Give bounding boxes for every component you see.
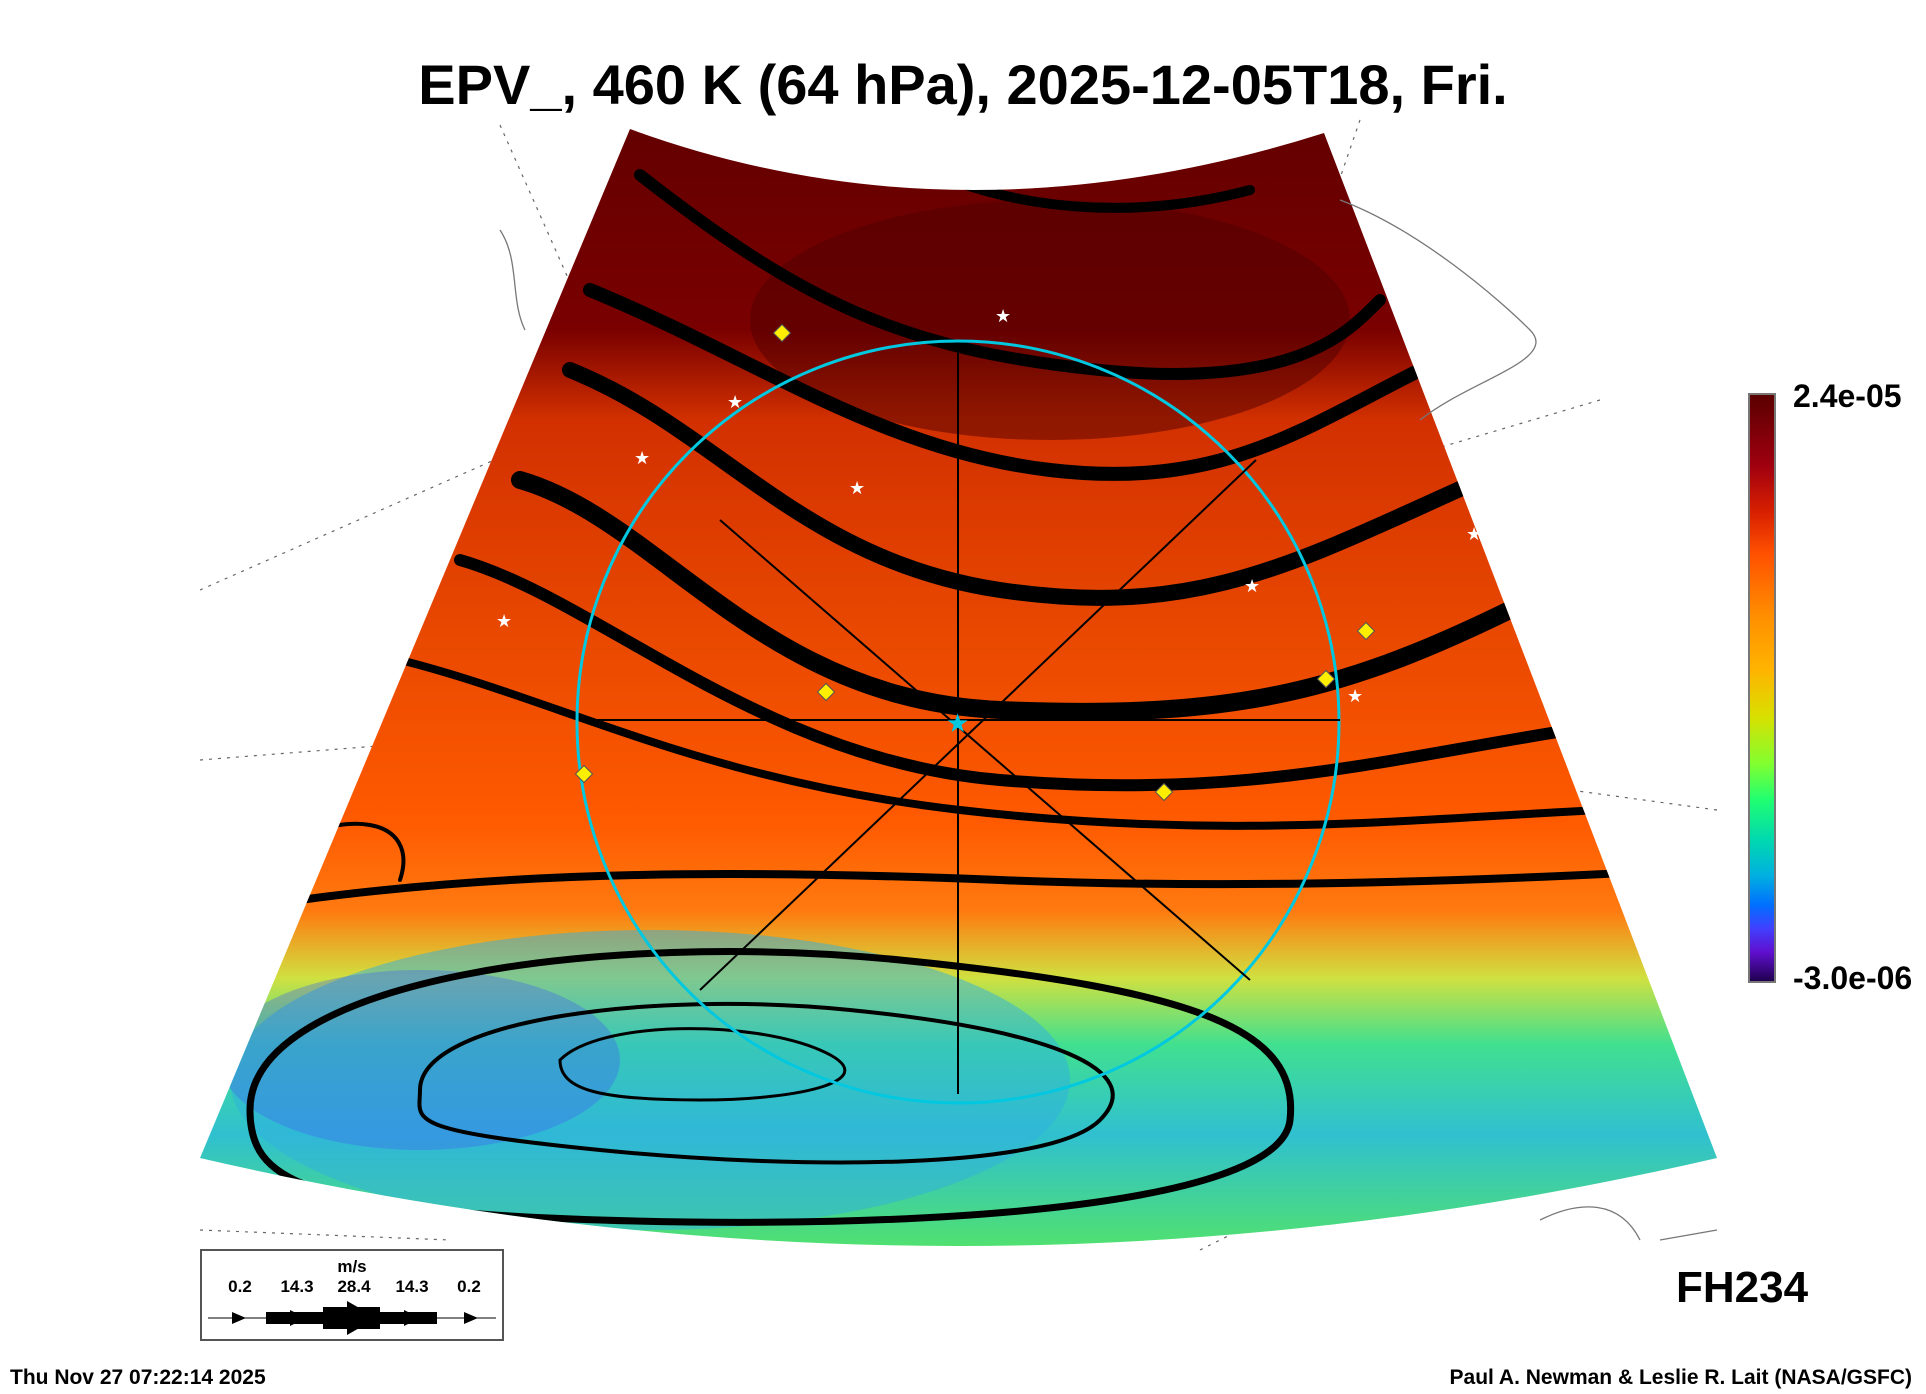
center-star-icon: ★ — [946, 708, 969, 738]
footer-credit: Paul A. Newman & Leslie R. Lait (NASA/GS… — [1449, 1366, 1912, 1389]
plot-title: EPV_, 460 K (64 hPa), 2025-12-05T18, Fri… — [418, 53, 1508, 116]
legend-value: 14.3 — [395, 1277, 429, 1296]
svg-text:★: ★ — [849, 478, 865, 498]
range-ring: ★ — [575, 339, 1341, 1105]
svg-text:★: ★ — [634, 448, 650, 468]
legend-value: 28.4 — [337, 1277, 371, 1296]
colorbar-max-label: 2.4e-05 — [1793, 378, 1902, 414]
legend-value: 0.2 — [228, 1277, 252, 1296]
wind-speed-legend: m/s 0.2 14.3 28.4 14.3 0.2 — [200, 1249, 504, 1341]
svg-text:★: ★ — [1466, 524, 1482, 544]
svg-text:★: ★ — [496, 611, 512, 631]
svg-text:★: ★ — [727, 392, 743, 412]
forecast-hour: FH234 — [1676, 1263, 1809, 1312]
legend-arrow-icon — [208, 1301, 496, 1335]
svg-text:★: ★ — [995, 306, 1011, 326]
star-markers: ★ ★ ★ ★ ★ ★ ★ ★ — [496, 306, 1482, 706]
colorbar-min-label: -3.0e-06 — [1793, 960, 1913, 996]
legend-unit: m/s — [337, 1257, 367, 1276]
blue-vortex-region — [220, 200, 1350, 1230]
svg-text:★: ★ — [1244, 576, 1260, 596]
svg-text:★: ★ — [1347, 686, 1363, 706]
footer-timestamp: Thu Nov 27 07:22:14 2025 — [10, 1366, 266, 1389]
legend-value: 14.3 — [280, 1277, 314, 1296]
colorbar — [1748, 393, 1776, 983]
station-markers — [574, 323, 1376, 802]
legend-value: 0.2 — [457, 1277, 481, 1296]
coastlines — [499, 199, 1718, 1241]
